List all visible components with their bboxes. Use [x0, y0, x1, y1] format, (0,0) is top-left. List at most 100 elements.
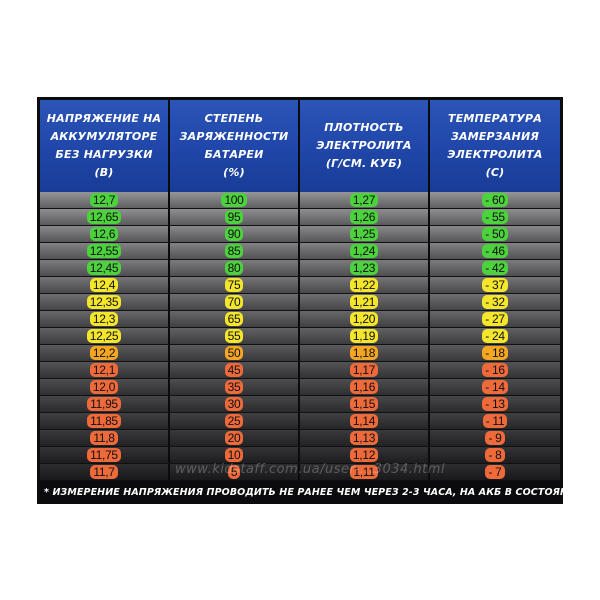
- voltage-value: 12,1: [89, 363, 119, 377]
- density-value: 1,24: [349, 244, 379, 258]
- header-line: АККУМУЛЯТОРЕ: [50, 130, 158, 143]
- density-value: 1,14: [349, 414, 379, 428]
- table-row: 12,3 65 1,20 - 27: [40, 311, 560, 328]
- voltage-value: 11,7: [90, 465, 118, 479]
- freeze-value: - 8: [485, 448, 505, 462]
- voltage-value: 12,4: [89, 278, 119, 292]
- cell-density: 1,20: [300, 311, 430, 327]
- table-row: 12,4 75 1,22 - 37: [40, 277, 560, 294]
- table-row: 12,1 45 1,17 - 16: [40, 362, 560, 379]
- table-row: 12,65 95 1,26 - 55: [40, 209, 560, 226]
- cell-density: 1,13: [300, 430, 430, 446]
- cell-voltage: 11,95: [40, 396, 170, 412]
- freeze-value: - 55: [482, 210, 508, 224]
- density-value: 1,12: [349, 448, 379, 462]
- cell-voltage: 12,2: [40, 345, 170, 361]
- table-row: 12,45 80 1,23 - 42: [40, 260, 560, 277]
- density-value: 1,22: [349, 278, 379, 292]
- density-value: 1,11: [350, 465, 378, 479]
- header-line: БАТАРЕИ: [204, 148, 264, 161]
- voltage-value: 11,95: [87, 397, 121, 411]
- cell-voltage: 12,6: [40, 226, 170, 242]
- charge-value: 50: [224, 346, 244, 360]
- density-value: 1,16: [349, 380, 379, 394]
- cell-density: 1,24: [300, 243, 430, 259]
- freeze-value: - 37: [482, 278, 508, 292]
- cell-density: 1,12: [300, 447, 430, 463]
- header-line: БЕЗ НАГРУЗКИ: [55, 148, 153, 161]
- cell-freeze: - 14: [430, 379, 560, 395]
- density-value: 1,17: [349, 363, 379, 377]
- header-freeze-temp: ТЕМПЕРАТУРА ЗАМЕРЗАНИЯ ЭЛЕКТРОЛИТА (С): [430, 100, 560, 192]
- cell-charge: 50: [170, 345, 300, 361]
- header-line: НАПРЯЖЕНИЕ НА: [46, 112, 162, 125]
- cell-freeze: - 24: [430, 328, 560, 344]
- cell-charge: 25: [170, 413, 300, 429]
- header-line: ЭЛЕКТРОЛИТА: [316, 139, 412, 152]
- table-row: 12,0 35 1,16 - 14: [40, 379, 560, 396]
- freeze-value: - 24: [482, 329, 508, 343]
- freeze-value: - 50: [482, 227, 508, 241]
- cell-freeze: - 13: [430, 396, 560, 412]
- charge-value: 100: [221, 193, 247, 207]
- cell-charge: 65: [170, 311, 300, 327]
- cell-freeze: - 32: [430, 294, 560, 310]
- charge-value: 70: [224, 295, 244, 309]
- density-value: 1,20: [349, 312, 379, 326]
- cell-voltage: 11,75: [40, 447, 170, 463]
- freeze-value: - 18: [482, 346, 508, 360]
- header-line: (Г/СМ. КУБ): [325, 157, 403, 170]
- voltage-value: 12,55: [86, 244, 122, 258]
- charge-value: 5: [227, 465, 241, 479]
- charge-value: 45: [224, 363, 244, 377]
- cell-freeze: - 42: [430, 260, 560, 276]
- table-row: 12,7 100 1,27 - 60: [40, 192, 560, 209]
- cell-voltage: 12,0: [40, 379, 170, 395]
- cell-voltage: 12,35: [40, 294, 170, 310]
- header-line: ЗАРЯЖЕННОСТИ: [179, 130, 289, 143]
- table-row: 12,6 90 1,25 - 50: [40, 226, 560, 243]
- table-body: 12,7 100 1,27 - 60 12,65 95 1,26 - 55 12,6 90 1,25…: [40, 192, 560, 481]
- cell-density: 1,15: [300, 396, 430, 412]
- freeze-value: - 7: [485, 465, 505, 479]
- freeze-value: - 9: [485, 431, 505, 445]
- cell-voltage: 11,85: [40, 413, 170, 429]
- header-line: (%): [223, 166, 245, 179]
- cell-voltage: 12,4: [40, 277, 170, 293]
- cell-voltage: 12,7: [40, 192, 170, 208]
- density-value: 1,21: [349, 295, 379, 309]
- cell-density: 1,16: [300, 379, 430, 395]
- header-line: ЭЛЕКТРОЛИТА: [447, 148, 543, 161]
- cell-density: 1,23: [300, 260, 430, 276]
- cell-freeze: - 7: [430, 464, 560, 480]
- table-header: НАПРЯЖЕНИЕ НА АККУМУЛЯТОРЕ БЕЗ НАГРУЗКИ (В)…: [40, 100, 560, 192]
- cell-charge: 55: [170, 328, 300, 344]
- cell-charge: 20: [170, 430, 300, 446]
- voltage-value: 12,35: [86, 295, 122, 309]
- cell-density: 1,19: [300, 328, 430, 344]
- header-line: ЗАМЕРЗАНИЯ: [450, 130, 540, 143]
- cell-density: 1,25: [300, 226, 430, 242]
- header-charge: СТЕПЕНЬ ЗАРЯЖЕННОСТИ БАТАРЕИ (%): [170, 100, 300, 192]
- charge-value: 90: [224, 227, 244, 241]
- freeze-value: - 16: [482, 363, 508, 377]
- freeze-value: - 32: [482, 295, 508, 309]
- charge-value: 65: [224, 312, 244, 326]
- cell-voltage: 12,65: [40, 209, 170, 225]
- table-row: 12,2 50 1,18 - 18: [40, 345, 560, 362]
- cell-density: 1,14: [300, 413, 430, 429]
- cell-freeze: - 37: [430, 277, 560, 293]
- charge-value: 95: [224, 210, 244, 224]
- cell-voltage: 12,55: [40, 243, 170, 259]
- cell-freeze: - 16: [430, 362, 560, 378]
- cell-freeze: - 27: [430, 311, 560, 327]
- cell-density: 1,26: [300, 209, 430, 225]
- table-row: 11,7 5 1,11 - 7: [40, 464, 560, 481]
- voltage-value: 11,85: [87, 414, 121, 428]
- voltage-value: 12,65: [86, 210, 122, 224]
- freeze-value: - 60: [482, 193, 508, 207]
- voltage-value: 12,3: [89, 312, 119, 326]
- freeze-value: - 46: [482, 244, 508, 258]
- table-row: 12,25 55 1,19 - 24: [40, 328, 560, 345]
- cell-voltage: 12,25: [40, 328, 170, 344]
